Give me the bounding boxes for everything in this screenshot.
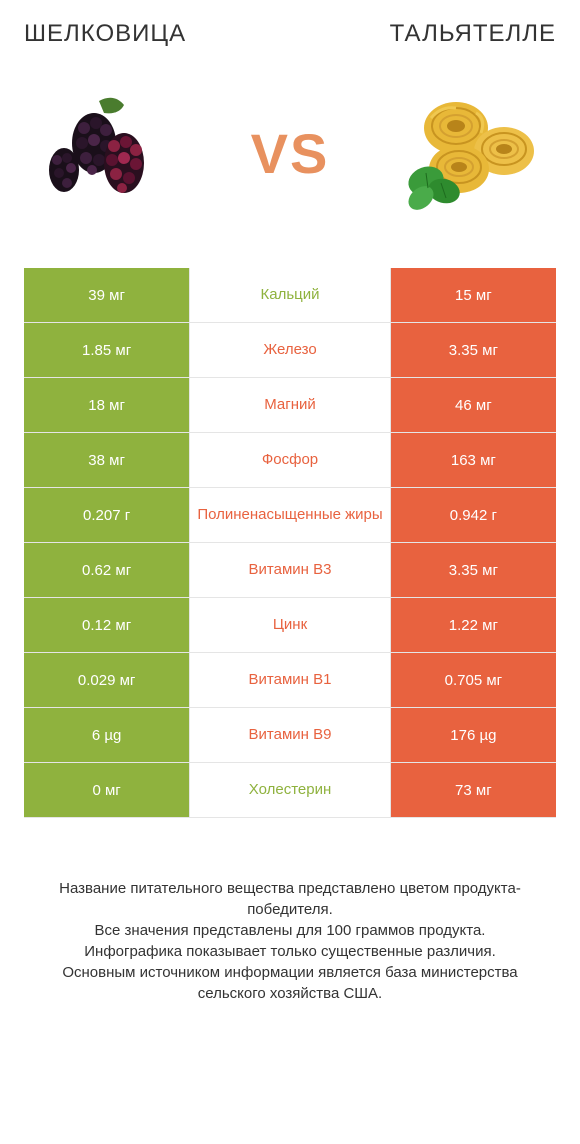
right-value-cell: 3.35 мг [390,543,556,597]
vs-row: VS [24,78,556,228]
right-value-cell: 0.942 г [390,488,556,542]
mulberry-image [34,78,184,228]
nutrient-name-cell: Железо [190,323,390,377]
footer-line: Все значения представлены для 100 граммо… [34,920,546,941]
left-value-cell: 0 мг [24,763,190,817]
nutrient-name-cell: Полиненасыщенные жиры [190,488,390,542]
left-food-title: ШЕЛКОВИЦА [24,20,186,48]
table-row: 1.85 мгЖелезо3.35 мг [24,323,556,378]
left-value-cell: 39 мг [24,268,190,322]
right-value-cell: 73 мг [390,763,556,817]
left-value-cell: 0.029 мг [24,653,190,707]
nutrient-name-cell: Цинк [190,598,390,652]
left-value-cell: 1.85 мг [24,323,190,377]
nutrient-name-cell: Кальций [190,268,390,322]
table-row: 38 мгФосфор163 мг [24,433,556,488]
left-value-cell: 6 µg [24,708,190,762]
nutrition-table: 39 мгКальций15 мг1.85 мгЖелезо3.35 мг18 … [24,268,556,818]
footer-line: Название питательного вещества представл… [34,878,546,920]
nutrient-name-cell: Фосфор [190,433,390,487]
left-value-cell: 38 мг [24,433,190,487]
footer-line: Основным источником информации является … [34,962,546,1004]
right-value-cell: 176 µg [390,708,556,762]
right-value-cell: 0.705 мг [390,653,556,707]
table-row: 0.62 мгВитамин B33.35 мг [24,543,556,598]
vs-label: VS [251,121,330,186]
footer-line: Инфографика показывает только существенн… [34,941,546,962]
footer-notes: Название питательного вещества представл… [24,878,556,1004]
right-value-cell: 15 мг [390,268,556,322]
left-value-cell: 18 мг [24,378,190,432]
table-row: 0.029 мгВитамин B10.705 мг [24,653,556,708]
nutrient-name-cell: Витамин B1 [190,653,390,707]
right-food-title: ТАЛЬЯТЕЛЛЕ [390,20,556,48]
right-value-cell: 1.22 мг [390,598,556,652]
header: ШЕЛКОВИЦА ТАЛЬЯТЕЛЛЕ [24,20,556,48]
nutrient-name-cell: Холестерин [190,763,390,817]
tagliatelle-image [396,78,546,228]
table-row: 18 мгМагний46 мг [24,378,556,433]
table-row: 0.207 гПолиненасыщенные жиры0.942 г [24,488,556,543]
nutrient-name-cell: Витамин B3 [190,543,390,597]
nutrient-name-cell: Витамин B9 [190,708,390,762]
table-row: 0.12 мгЦинк1.22 мг [24,598,556,653]
right-value-cell: 3.35 мг [390,323,556,377]
left-value-cell: 0.62 мг [24,543,190,597]
right-value-cell: 163 мг [390,433,556,487]
nutrient-name-cell: Магний [190,378,390,432]
table-row: 6 µgВитамин B9176 µg [24,708,556,763]
left-value-cell: 0.207 г [24,488,190,542]
left-value-cell: 0.12 мг [24,598,190,652]
table-row: 0 мгХолестерин73 мг [24,763,556,818]
table-row: 39 мгКальций15 мг [24,268,556,323]
right-value-cell: 46 мг [390,378,556,432]
